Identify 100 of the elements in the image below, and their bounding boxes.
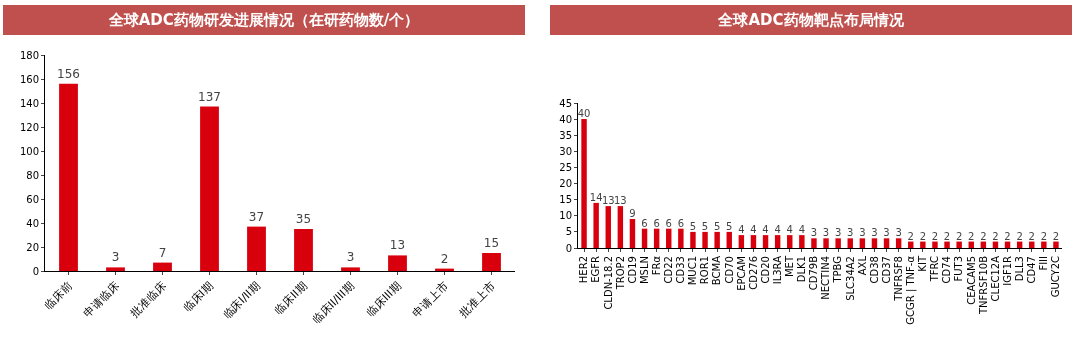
bar xyxy=(641,228,648,248)
bar xyxy=(605,206,611,248)
x-tick-label: MET xyxy=(784,255,795,278)
x-tick-label: CD38 xyxy=(868,256,880,284)
x-tick-label: 临床I期 xyxy=(180,279,216,315)
x-tick-label: TNFRSF8 xyxy=(892,256,904,302)
data-label: 2 xyxy=(968,230,975,242)
data-label: 2 xyxy=(1052,230,1060,242)
x-tick-label: TFRC xyxy=(929,255,941,283)
data-label: 3 xyxy=(859,227,866,239)
data-label: 137 xyxy=(198,89,221,104)
bar xyxy=(823,238,829,248)
bar xyxy=(106,267,125,271)
x-tick-label: 申请上市 xyxy=(410,279,451,320)
x-tick-label: CD70 xyxy=(723,256,735,284)
x-tick-label: NECTIN4 xyxy=(820,256,832,300)
data-label: 2 xyxy=(980,230,987,242)
x-tick-label: CD33 xyxy=(675,256,687,284)
data-label: 2 xyxy=(907,230,914,242)
data-label: 2 xyxy=(943,230,951,242)
data-label: 5 xyxy=(726,220,733,232)
x-tick-label: CD47 xyxy=(1026,256,1037,284)
bar xyxy=(678,228,684,248)
y-tick-label: 40 xyxy=(559,113,572,125)
data-label: 6 xyxy=(665,217,672,229)
bar xyxy=(895,238,902,248)
bar xyxy=(482,253,501,271)
y-tick-label: 10 xyxy=(559,210,572,222)
bar xyxy=(629,219,636,248)
bar xyxy=(1041,241,1047,248)
data-label: 3 xyxy=(346,250,355,265)
x-tick-label: CLEC12A xyxy=(989,255,1001,302)
x-tick-label: BCMA xyxy=(711,255,723,286)
y-tick-label: 140 xyxy=(19,97,39,109)
y-tick-label: 45 xyxy=(559,97,572,109)
bar xyxy=(59,83,78,271)
data-label: 7 xyxy=(158,245,167,260)
data-label: 2 xyxy=(1004,230,1011,242)
data-label: 2 xyxy=(992,230,999,242)
y-tick-label: 120 xyxy=(19,121,39,133)
data-label: 156 xyxy=(57,66,80,81)
data-label: 4 xyxy=(774,224,781,236)
bar xyxy=(714,231,720,248)
x-tick-label: TPBG xyxy=(832,256,844,284)
data-label: 2 xyxy=(919,230,927,242)
y-tick-label: 160 xyxy=(19,73,39,85)
bar xyxy=(762,235,769,248)
x-tick-label: CD20 xyxy=(759,256,771,284)
x-tick-label: ROR1 xyxy=(699,256,711,285)
bar xyxy=(956,241,962,248)
data-label: 2 xyxy=(931,230,939,242)
bar xyxy=(811,238,817,248)
x-tick-label: DLK1 xyxy=(796,256,808,283)
x-tick-label: CD74 xyxy=(941,256,953,284)
data-label: 3 xyxy=(810,227,818,239)
bar xyxy=(920,241,926,248)
bar xyxy=(153,262,172,271)
bar xyxy=(1053,241,1059,248)
bar xyxy=(388,255,407,271)
bar xyxy=(871,238,878,248)
data-label: 9 xyxy=(629,208,636,219)
x-tick-label: EPCAM xyxy=(735,256,747,291)
bar xyxy=(799,235,805,248)
data-label: 37 xyxy=(248,209,265,224)
data-label: 3 xyxy=(871,227,878,239)
data-label: 2 xyxy=(1028,230,1035,242)
data-label: 3 xyxy=(822,227,830,239)
bar xyxy=(690,231,696,248)
bar xyxy=(653,228,660,248)
bar xyxy=(944,241,950,248)
x-tick-label: MSLN xyxy=(638,256,650,285)
x-tick-label: 申请临床 xyxy=(81,279,122,320)
chart-title: 全球ADC药物研发进展情况（在研药物数/个） xyxy=(3,5,525,35)
y-tick-label: 0 xyxy=(565,242,572,254)
x-tick-label: FIII xyxy=(1038,256,1050,271)
bar xyxy=(581,119,587,248)
data-label: 2 xyxy=(1016,230,1023,242)
y-tick-label: 25 xyxy=(559,161,572,173)
y-tick-label: 0 xyxy=(32,265,39,277)
x-tick-label: DLL3 xyxy=(1013,256,1025,282)
y-tick-label: 20 xyxy=(26,241,39,253)
data-label: 6 xyxy=(653,217,660,229)
bar xyxy=(617,206,624,248)
x-tick-label: CLDN-18.2 xyxy=(602,256,614,310)
bar xyxy=(200,106,219,271)
x-tick-label: IGF1R xyxy=(1001,255,1013,286)
bar xyxy=(294,229,313,271)
x-tick-label: CD22 xyxy=(663,256,674,284)
x-tick-label: 临床I/II期 xyxy=(220,279,263,322)
x-tick-label: CD19 xyxy=(626,256,638,284)
y-tick-label: 35 xyxy=(559,129,572,141)
x-tick-label: MUC1 xyxy=(687,256,699,286)
data-label: 13 xyxy=(389,238,406,253)
bar xyxy=(835,238,841,248)
x-tick-label: HER2 xyxy=(578,256,590,284)
data-label: 35 xyxy=(295,212,312,226)
data-label: 2 xyxy=(955,230,963,242)
data-label: 4 xyxy=(750,224,757,236)
x-tick-label: CD276 xyxy=(747,256,759,290)
data-label: 6 xyxy=(677,217,685,229)
